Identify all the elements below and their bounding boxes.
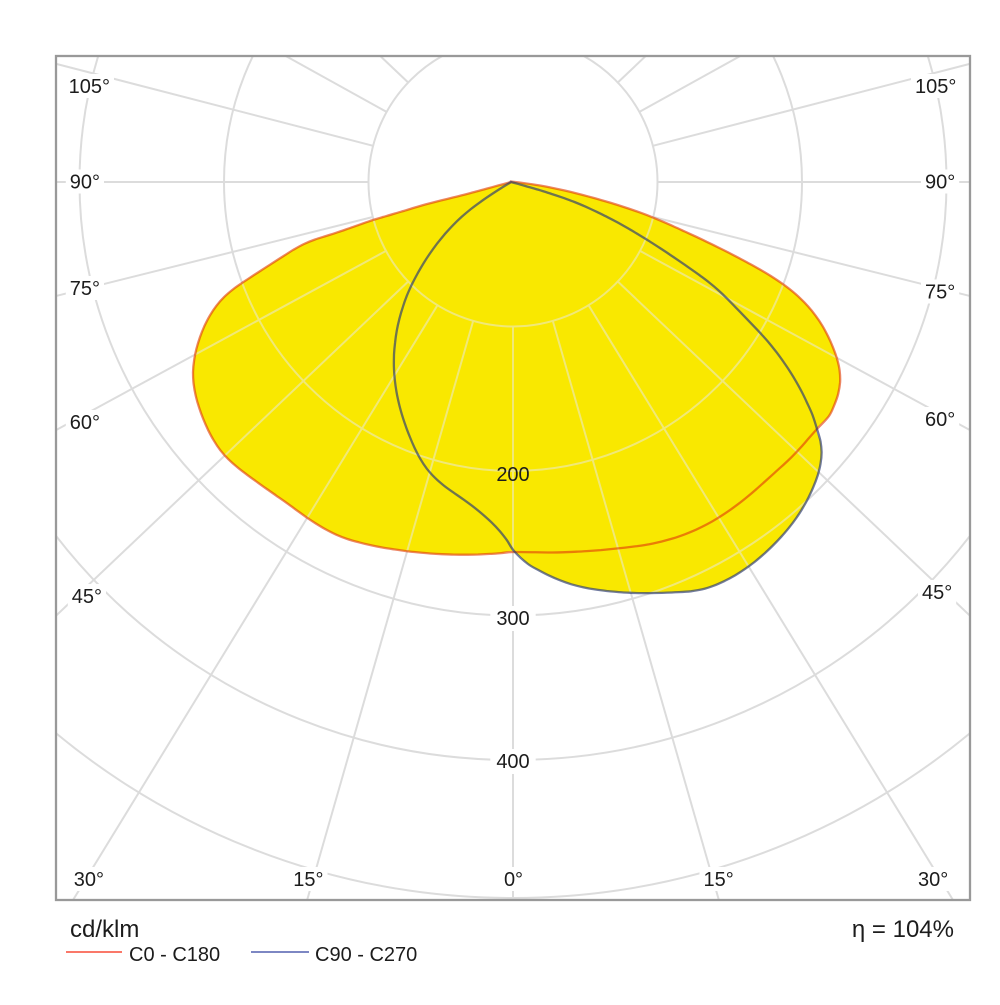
- svg-text:30°: 30°: [918, 869, 948, 891]
- svg-text:75°: 75°: [70, 278, 100, 300]
- svg-text:cd/klm: cd/klm: [70, 916, 139, 943]
- svg-text:400: 400: [496, 751, 529, 773]
- svg-text:45°: 45°: [72, 586, 102, 608]
- svg-text:60°: 60°: [70, 412, 100, 434]
- svg-text:C90 - C270: C90 - C270: [315, 944, 417, 966]
- svg-text:η = 104%: η = 104%: [852, 916, 954, 943]
- svg-text:30°: 30°: [74, 869, 104, 891]
- svg-text:105°: 105°: [69, 76, 110, 98]
- svg-text:0°: 0°: [504, 869, 523, 891]
- svg-text:45°: 45°: [922, 582, 952, 604]
- svg-text:C0 - C180: C0 - C180: [129, 944, 220, 966]
- svg-text:90°: 90°: [70, 172, 100, 194]
- svg-text:200: 200: [496, 464, 529, 486]
- svg-text:105°: 105°: [915, 76, 956, 98]
- svg-text:15°: 15°: [293, 869, 323, 891]
- svg-text:75°: 75°: [925, 282, 955, 304]
- svg-text:60°: 60°: [925, 409, 955, 431]
- svg-text:15°: 15°: [704, 869, 734, 891]
- svg-text:90°: 90°: [925, 172, 955, 194]
- svg-text:300: 300: [496, 608, 529, 630]
